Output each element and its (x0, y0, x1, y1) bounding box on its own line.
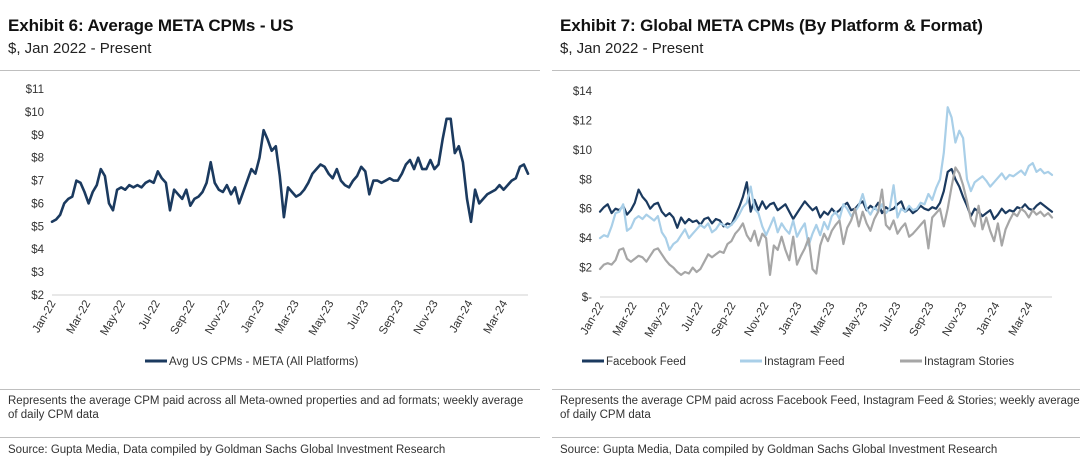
exhibit-6-source: Source: Gupta Media, Data compiled by Go… (8, 444, 446, 456)
x-tick-label: Jan-22 (579, 301, 607, 337)
x-tick-label: Mar-22 (65, 299, 94, 337)
y-tick-label: $2 (31, 290, 44, 302)
x-tick-label: Nov-23 (941, 301, 970, 339)
x-tick-label: Jan-23 (239, 299, 267, 335)
x-tick-label: Jul-22 (137, 299, 163, 332)
legend-label: Facebook Feed (606, 356, 686, 368)
exhibit-6-subtitle: $, Jan 2022 - Present (8, 40, 152, 57)
exhibit-7-title: Exhibit 7: Global META CPMs (By Platform… (560, 16, 983, 35)
x-tick-label: Jan-22 (31, 299, 59, 335)
y-tick-label: $11 (26, 84, 44, 96)
exhibit-7-source: Source: Gupta Media, Data compiled by Go… (560, 444, 998, 456)
x-tick-label: Nov-23 (412, 299, 441, 337)
y-tick-label: $9 (31, 130, 44, 142)
series-line-instagram-stories (598, 166, 1054, 276)
exhibit-7-source-divider (552, 437, 1080, 438)
x-tick-label: Jul-23 (877, 301, 903, 334)
y-tick-label: $10 (573, 145, 592, 157)
legend-label: Instagram Stories (924, 356, 1014, 368)
x-tick-label: Jan-23 (777, 301, 805, 337)
exhibit-6-panel: Exhibit 6: Average META CPMs - US $, Jan… (0, 16, 540, 456)
exhibit-7-subtitle: $, Jan 2022 - Present (560, 40, 704, 57)
x-tick-label: Mar-23 (809, 301, 838, 339)
exhibit-7-panel: Exhibit 7: Global META CPMs (By Platform… (552, 0, 1080, 466)
exhibit-7-note: Represents the average CPM paid across F… (560, 395, 1080, 421)
y-tick-label: $8 (579, 174, 592, 186)
exhibit-6-note: Represents the average CPM paid across a… (8, 395, 524, 421)
x-tick-label: Mar-24 (1007, 300, 1036, 338)
exhibit-7-chart: $- $2 $4 $6 $8 $10 $12 $14 Jan-22 Mar-22 May-22 Jul… (573, 86, 1054, 368)
x-tick-label: Mar-22 (611, 301, 640, 339)
y-tick-label: $6 (579, 204, 592, 216)
x-tick-label: Nov-22 (203, 299, 232, 337)
exhibit-6-source-divider (0, 437, 540, 438)
series-line-instagram-feed (598, 106, 1054, 251)
x-tick-label: May-22 (643, 301, 673, 340)
y-tick-label: $14 (573, 86, 593, 98)
x-tick-label: Nov-22 (743, 301, 772, 339)
x-tick-label: Jul-23 (345, 299, 371, 332)
x-tick-label: Jan-24 (975, 300, 1003, 337)
y-tick-label: $- (582, 292, 592, 304)
x-tick-label: Sep-23 (377, 299, 406, 337)
y-tick-label: $4 (579, 233, 592, 245)
x-tick-label: Jul-22 (680, 301, 706, 334)
exhibit-6-chart-frame: $2 $3 $4 $5 $6 $7 $8 $9 $10 $11 Jan-22 Mar-22 May-22… (0, 70, 540, 390)
y-tick-label: $7 (31, 176, 44, 188)
exhibit-6-chart: $2 $3 $4 $5 $6 $7 $8 $9 $10 $11 Jan-22 Mar-22 May-22… (25, 84, 530, 368)
series-line-avg-us-cpms-meta-all-platforms (50, 117, 530, 224)
y-tick-label: $12 (573, 115, 592, 127)
x-tick-label: Mar-23 (273, 299, 302, 337)
x-tick-label: Jan-24 (448, 298, 476, 335)
legend-label: Avg US CPMs - META (All Platforms) (169, 356, 359, 368)
y-tick-label: $3 (31, 267, 44, 279)
exhibit-6-title: Exhibit 6: Average META CPMs - US (8, 16, 294, 35)
y-tick-label: $6 (31, 198, 44, 210)
x-tick-label: Mar-24 (482, 298, 511, 336)
x-tick-label: May-22 (99, 299, 129, 338)
y-tick-label: $10 (25, 107, 44, 119)
x-tick-label: Sep-22 (169, 299, 198, 337)
y-tick-label: $4 (31, 244, 44, 256)
legend-label: Instagram Feed (764, 356, 845, 368)
exhibit-7-chart-frame: $- $2 $4 $6 $8 $10 $12 $14 Jan-22 Mar-22 May-22 Jul… (552, 70, 1080, 390)
y-tick-label: $5 (31, 221, 44, 233)
x-tick-label: Sep-23 (908, 301, 937, 339)
x-tick-label: Sep-22 (710, 301, 739, 339)
y-tick-label: $2 (579, 263, 592, 275)
y-tick-label: $8 (31, 153, 44, 165)
x-tick-label: May-23 (841, 301, 871, 340)
x-tick-label: May-23 (307, 299, 337, 338)
